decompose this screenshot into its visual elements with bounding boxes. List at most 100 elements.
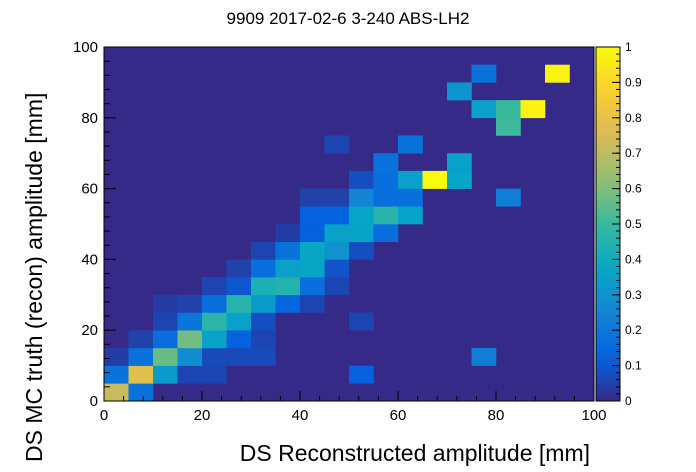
heatmap-cell bbox=[447, 153, 472, 172]
heatmap-cell bbox=[153, 330, 178, 349]
heatmap-cell bbox=[251, 259, 276, 278]
heatmap-cell bbox=[177, 294, 203, 313]
heatmap-cell bbox=[373, 188, 399, 207]
heatmap-cell bbox=[300, 294, 325, 313]
y-tick-label: 60 bbox=[81, 181, 98, 198]
heatmap-cell bbox=[471, 64, 497, 83]
heatmap-cell bbox=[520, 100, 546, 119]
chart-title: 9909 2017-02-6 3-240 ABS-LH2 bbox=[227, 9, 470, 28]
heatmap-cell bbox=[153, 294, 178, 313]
heatmap-cell bbox=[471, 347, 497, 366]
heatmap-cell bbox=[275, 224, 301, 242]
y-tick-label: 0 bbox=[90, 393, 98, 410]
colorbar-tick-label: 1 bbox=[625, 40, 632, 54]
heatmap-cell bbox=[177, 347, 203, 366]
y-axis: 0 20 40 60 80 100 bbox=[73, 39, 116, 410]
heatmap-cell bbox=[226, 347, 252, 366]
heatmap-cell bbox=[104, 347, 129, 366]
colorbar-tick-label: 0.2 bbox=[625, 323, 642, 337]
x-tick-label: 80 bbox=[488, 407, 505, 424]
x-tick-label: 60 bbox=[390, 407, 407, 424]
heatmap-cells bbox=[104, 64, 570, 402]
x-axis-label: DS Reconstructed amplitude [mm] bbox=[240, 440, 590, 466]
heatmap-cell bbox=[496, 188, 521, 207]
heatmap-cell bbox=[300, 206, 325, 225]
heatmap-cell bbox=[300, 188, 325, 207]
y-tick-label: 80 bbox=[81, 110, 98, 127]
heatmap-cell bbox=[300, 241, 325, 260]
heatmap-cell bbox=[324, 206, 350, 225]
heatmap-cell bbox=[202, 277, 227, 296]
heatmap-cell bbox=[104, 383, 129, 402]
x-axis: 0 20 40 60 80 100 bbox=[100, 391, 607, 424]
heatmap-cell bbox=[104, 365, 129, 384]
colorbar-tick-label: 0.4 bbox=[625, 252, 642, 266]
heatmap-cell bbox=[177, 312, 203, 331]
heatmap-cell bbox=[398, 170, 423, 189]
heatmap-cell bbox=[496, 117, 521, 136]
heatmap-cell bbox=[275, 259, 301, 278]
colorbar-tick-label: 0.8 bbox=[625, 111, 642, 125]
heatmap-cell bbox=[324, 277, 350, 296]
heatmap-cell bbox=[471, 100, 497, 119]
heatmap-cell bbox=[202, 330, 227, 349]
heatmap-cell bbox=[373, 206, 399, 225]
heatmap-cell bbox=[373, 153, 399, 172]
heatmap-cell bbox=[226, 277, 252, 296]
x-tick-label: 100 bbox=[581, 407, 606, 424]
heatmap-cell bbox=[275, 277, 301, 296]
heatmap-cell bbox=[349, 206, 374, 225]
heatmap-cell bbox=[128, 383, 154, 402]
x-tick-label: 0 bbox=[100, 407, 108, 424]
heatmap-cell bbox=[226, 312, 252, 331]
y-tick-label: 40 bbox=[81, 251, 98, 268]
heatmap-cell bbox=[398, 188, 423, 207]
colorbar-tick-label: 0.1 bbox=[625, 359, 642, 373]
heatmap-cell bbox=[349, 365, 374, 384]
heatmap-cell bbox=[128, 365, 154, 384]
y-axis-label: DS MC truth (recon) amplitude [mm] bbox=[21, 93, 47, 462]
colorbar-tick-label: 0.9 bbox=[625, 75, 642, 89]
heatmap-cell bbox=[153, 347, 178, 366]
heatmap-cell bbox=[349, 170, 374, 189]
heatmap-cell bbox=[422, 170, 448, 189]
heatmap-cell bbox=[202, 294, 227, 313]
heatmap-cell bbox=[373, 170, 399, 189]
heatmap-cell bbox=[545, 64, 570, 83]
heatmap-cell bbox=[349, 188, 374, 207]
heatmap-cell bbox=[128, 330, 154, 349]
colorbar-tick-label: 0.7 bbox=[625, 146, 642, 160]
y-tick-label: 20 bbox=[81, 322, 98, 339]
heatmap-cell bbox=[373, 224, 399, 242]
heatmap-cell bbox=[226, 294, 252, 313]
heatmap-cell bbox=[153, 312, 178, 331]
heatmap-cell bbox=[275, 294, 301, 313]
y-tick-label: 100 bbox=[73, 39, 98, 56]
heatmap-cell bbox=[251, 294, 276, 313]
heatmap-cell bbox=[128, 347, 154, 366]
heatmap-cell bbox=[300, 224, 325, 242]
heatmap-cell bbox=[177, 365, 203, 384]
heatmap-cell bbox=[153, 365, 178, 384]
heatmap-cell bbox=[275, 241, 301, 260]
heatmap-cell bbox=[202, 365, 227, 384]
heatmap-cell bbox=[226, 330, 252, 349]
heatmap-cell bbox=[251, 277, 276, 296]
colorbar-tick-label: 0.3 bbox=[625, 288, 642, 302]
heatmap-cell bbox=[300, 277, 325, 296]
heatmap-cell bbox=[447, 82, 472, 101]
heatmap-cell bbox=[251, 347, 276, 366]
heatmap-cell bbox=[324, 241, 350, 260]
colorbar-axis: 0 0.1 0.2 0.3 0.4 0.5 0.6 0.7 0.8 0.9 1 bbox=[612, 40, 642, 408]
x-tick-label: 40 bbox=[292, 407, 309, 424]
plot-frame bbox=[103, 46, 595, 402]
heatmap-cell bbox=[349, 241, 374, 260]
heatmap-cell bbox=[202, 347, 227, 366]
heatmap-cell bbox=[226, 259, 252, 278]
heatmap-cell bbox=[496, 100, 521, 119]
x-tick-label: 20 bbox=[194, 407, 211, 424]
colorbar-tick-label: 0.6 bbox=[625, 182, 642, 196]
heatmap-cell bbox=[324, 224, 350, 242]
colorbar-tick-label: 0 bbox=[625, 394, 632, 408]
